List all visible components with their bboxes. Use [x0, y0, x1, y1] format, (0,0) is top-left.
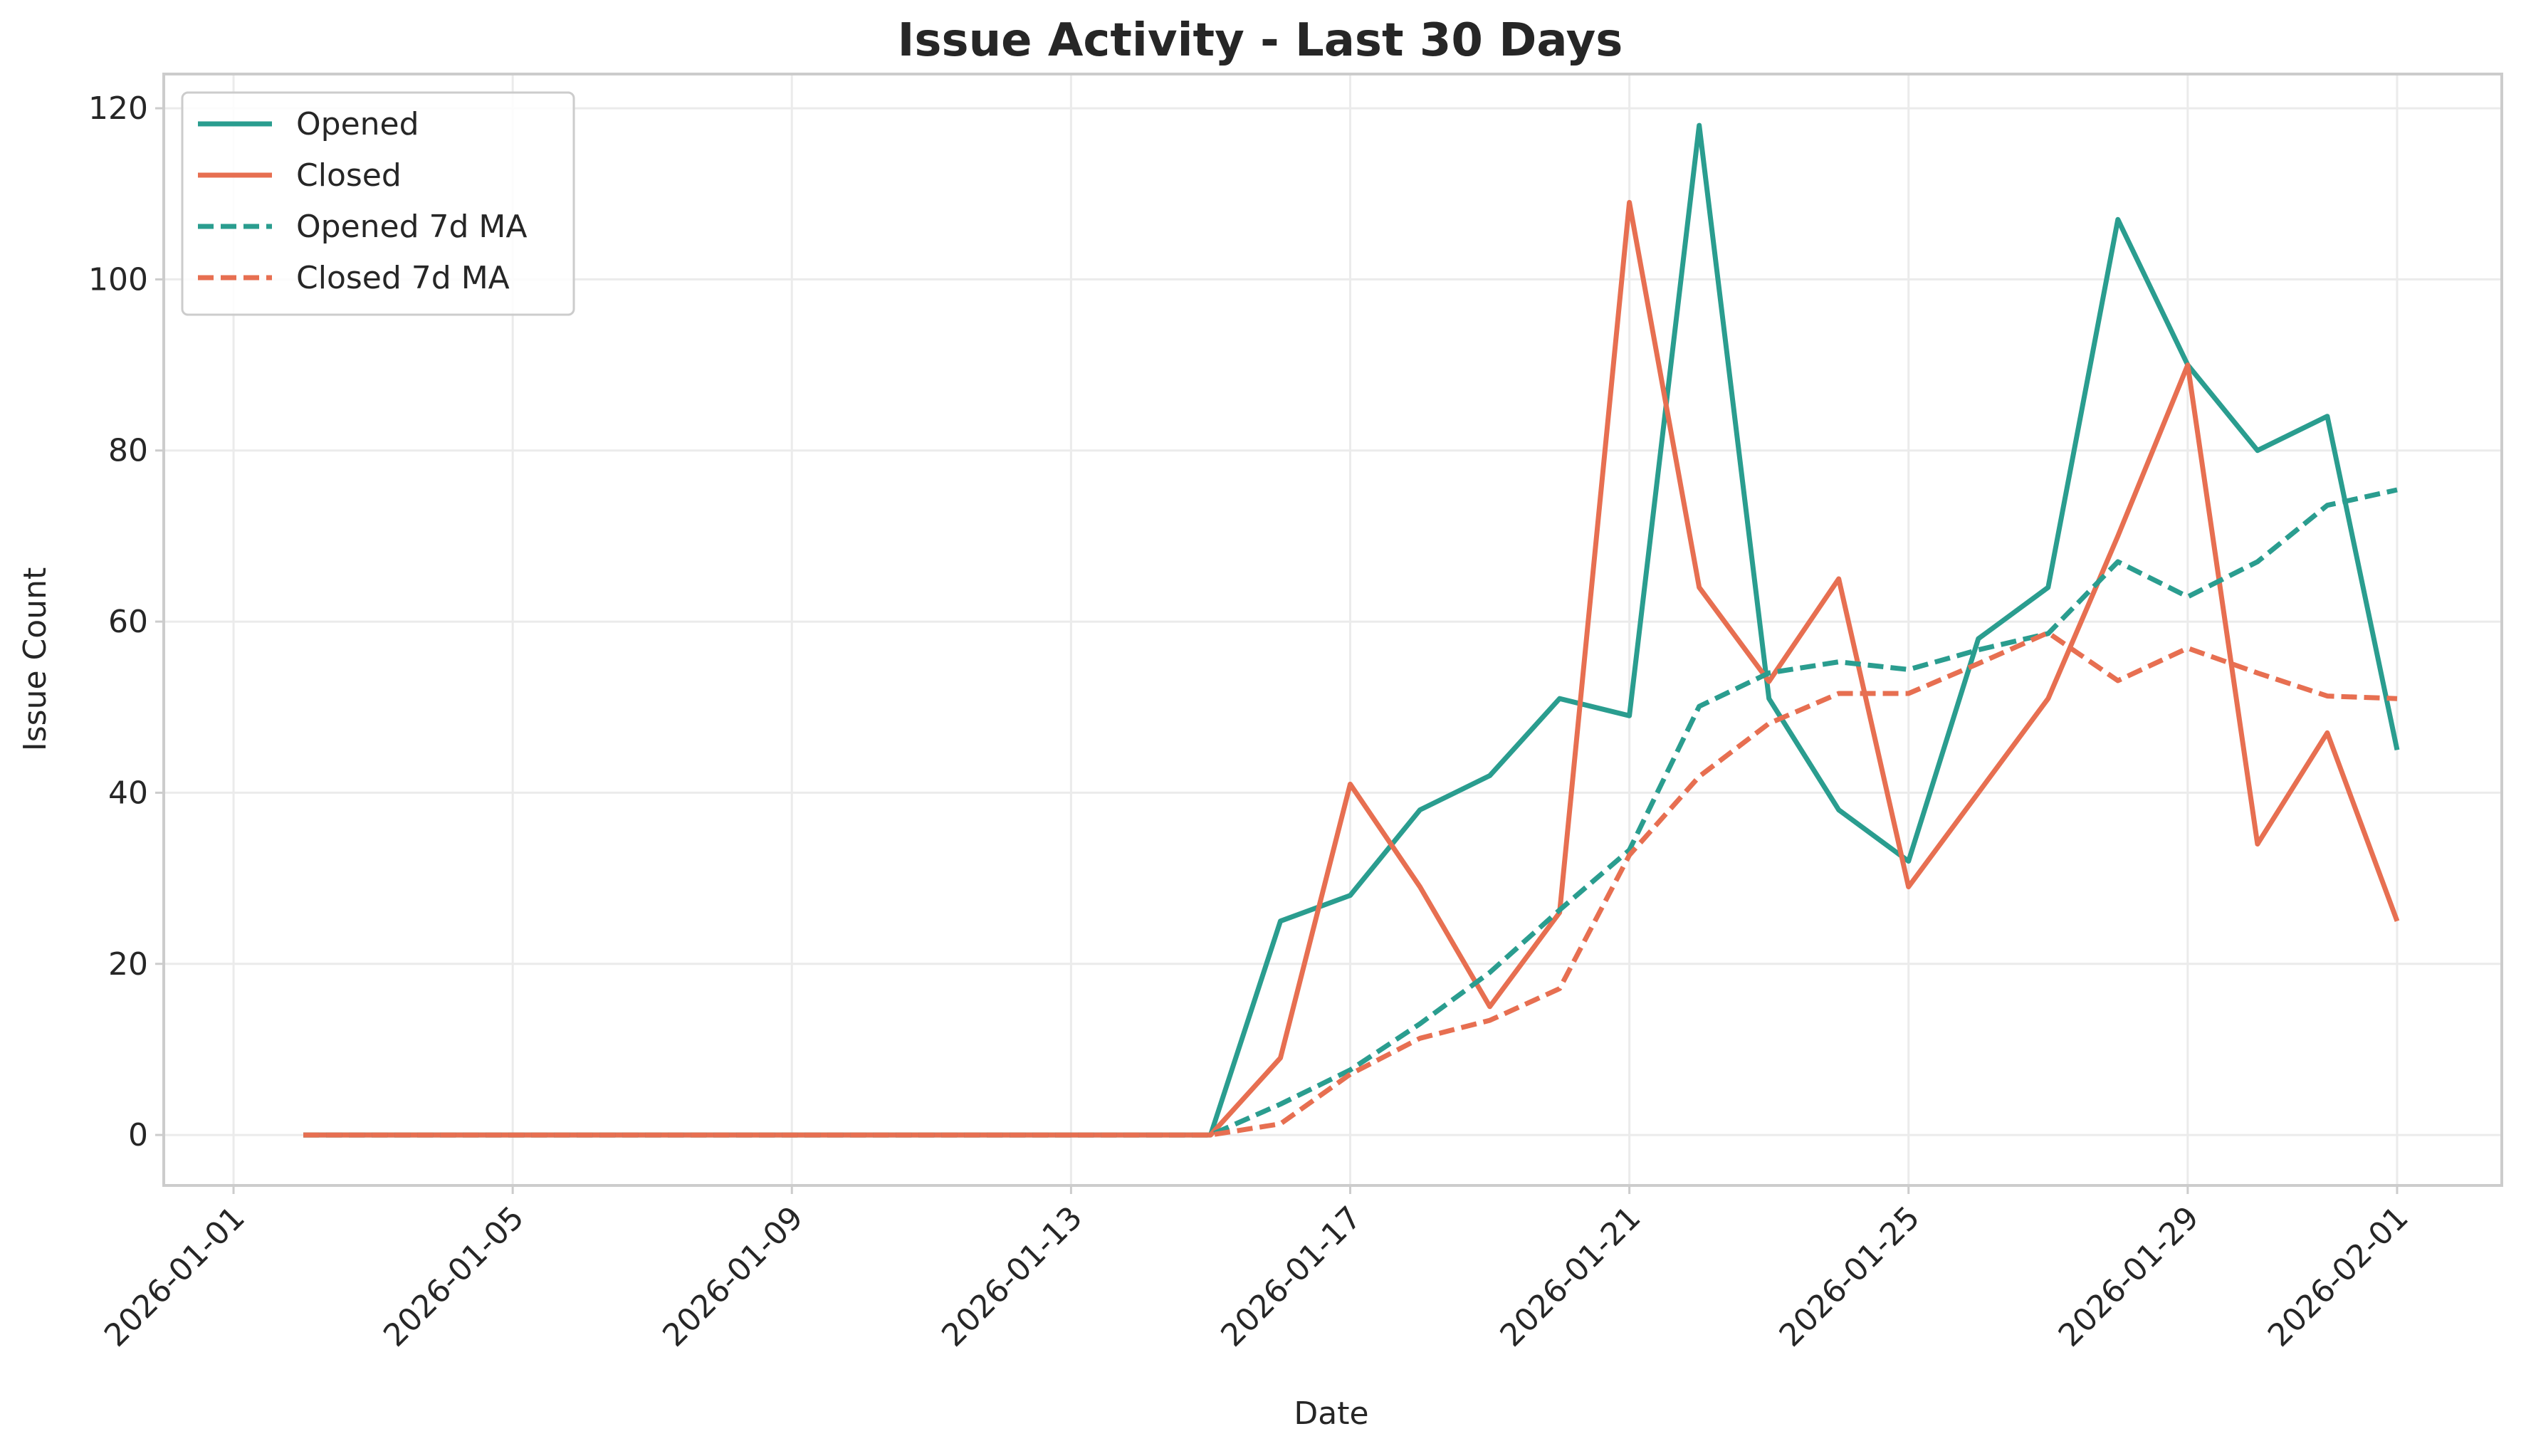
legend-label: Opened: [296, 106, 419, 142]
y-tick-label: 60: [108, 604, 148, 640]
legend-label: Opened 7d MA: [296, 209, 527, 245]
y-tick-label: 120: [88, 90, 148, 127]
legend-box: [181, 91, 575, 316]
legend: Opened Closed Opened 7d MA Closed 7d MA: [181, 91, 575, 316]
x-axis-label: Date: [1294, 1395, 1368, 1432]
legend-label: Closed 7d MA: [296, 260, 510, 296]
series-line-closed-7d-ma: [303, 630, 2398, 1138]
y-tick-label: 40: [108, 775, 148, 811]
y-axis-label: Issue Count: [17, 567, 53, 751]
y-tick-label: 0: [128, 1117, 148, 1153]
y-tick-label: 100: [88, 261, 148, 298]
y-tick-label: 80: [108, 433, 148, 469]
y-tick-label: 20: [108, 946, 148, 983]
chart-title: Issue Activity - Last 30 Days: [898, 14, 1623, 67]
legend-label: Closed: [296, 157, 402, 194]
